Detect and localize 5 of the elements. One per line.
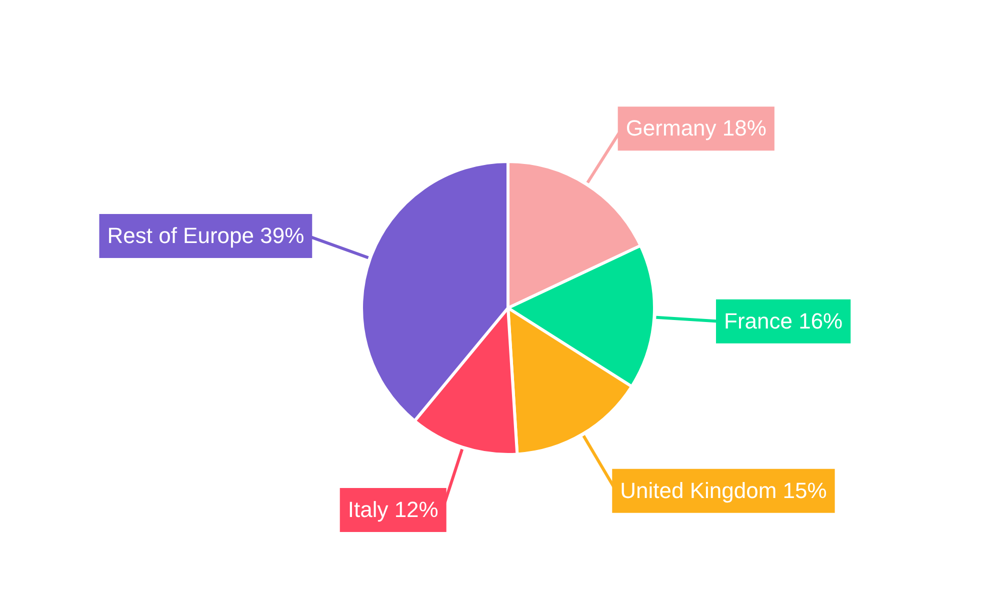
slice-label: Italy 12% — [348, 497, 438, 522]
slice-label: France 16% — [724, 308, 843, 334]
slice-label: United Kingdom 15% — [620, 478, 827, 503]
slice-label: Germany 18% — [626, 116, 766, 141]
slice-label: Rest of Europe 39% — [107, 223, 304, 248]
